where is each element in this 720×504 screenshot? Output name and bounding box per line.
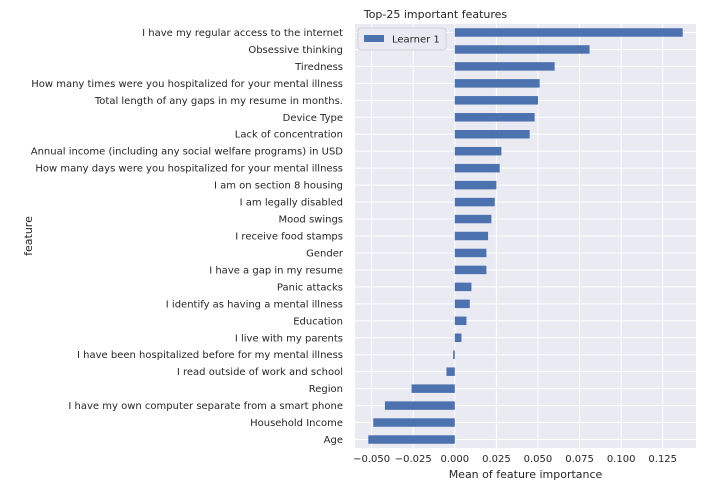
category-label: How many days were you hospitalized for … <box>35 164 343 175</box>
category-label: I receive food stamps <box>235 232 343 243</box>
category-label: Device Type <box>283 113 343 124</box>
bar <box>411 384 455 393</box>
category-label: Age <box>324 435 343 446</box>
legend: Learner 1 <box>357 27 447 51</box>
bar <box>454 333 462 342</box>
bar <box>453 350 455 359</box>
bar <box>454 130 530 139</box>
bar <box>454 316 467 326</box>
x-tick-label: −0.025 <box>395 454 432 465</box>
category-label: I identify as having a mental illness <box>166 299 343 310</box>
category-label: Lack of concentration <box>235 130 343 141</box>
x-tick-label: 0.050 <box>524 454 553 465</box>
legend-swatch <box>364 35 384 42</box>
bar <box>454 96 538 105</box>
bar <box>454 299 470 309</box>
legend-box <box>357 27 447 51</box>
category-label: Obsessive thinking <box>248 45 343 56</box>
bar <box>384 401 455 410</box>
x-tick-label: 0.125 <box>648 454 677 465</box>
bar <box>454 45 590 54</box>
bar <box>454 146 502 156</box>
bar <box>454 282 472 292</box>
y-axis-label: feature <box>22 216 35 256</box>
category-label: I live with my parents <box>235 333 343 344</box>
category-label: Tiredness <box>294 62 343 73</box>
category-label: Mood swings <box>279 215 343 226</box>
x-tick-label: −0.050 <box>353 454 390 465</box>
category-label: I have my own computer separate from a s… <box>68 401 343 412</box>
category-label: I read outside of work and school <box>177 367 343 378</box>
bar <box>368 435 455 444</box>
bar <box>446 367 455 376</box>
x-tick-label: 0.075 <box>565 454 594 465</box>
bar <box>454 62 555 71</box>
bar <box>454 28 683 37</box>
category-label: Panic attacks <box>277 282 343 293</box>
bar <box>454 231 489 241</box>
category-label: Total length of any gaps in my resume in… <box>94 96 343 107</box>
bar <box>454 265 487 275</box>
bar <box>454 113 535 122</box>
chart-title: Top-25 important features <box>363 8 508 21</box>
bar <box>454 214 492 224</box>
category-label: Region <box>309 384 343 395</box>
x-tick-label: 0.100 <box>607 454 636 465</box>
category-label: How many times were you hospitalized for… <box>31 79 343 90</box>
category-label: Education <box>293 316 343 327</box>
x-tick-label: 0.000 <box>440 454 469 465</box>
category-label: I have been hospitalized before for my m… <box>77 350 343 361</box>
x-tick-label: 0.025 <box>482 454 511 465</box>
bar <box>454 248 487 258</box>
category-label: Gender <box>306 248 344 259</box>
category-label: I have my regular access to the internet <box>142 28 343 39</box>
x-axis-label: Mean of feature importance <box>449 468 603 481</box>
bar <box>454 197 495 207</box>
bar <box>454 79 540 88</box>
bar <box>454 180 497 190</box>
bar <box>373 418 455 427</box>
legend-label: Learner 1 <box>392 35 440 46</box>
category-label: Annual income (including any social welf… <box>31 147 344 158</box>
category-label: I am legally disabled <box>240 198 343 209</box>
bar <box>454 163 500 173</box>
category-label: I am on section 8 housing <box>214 181 343 192</box>
category-labels: I have my regular access to the internet… <box>31 28 344 446</box>
x-tick-labels: −0.050 −0.025 0.000 0.025 0.050 0.075 0.100 0.1… <box>353 454 677 465</box>
category-label: Household Income <box>250 418 343 429</box>
bars <box>368 28 683 444</box>
category-label: I have a gap in my resume <box>209 265 343 276</box>
